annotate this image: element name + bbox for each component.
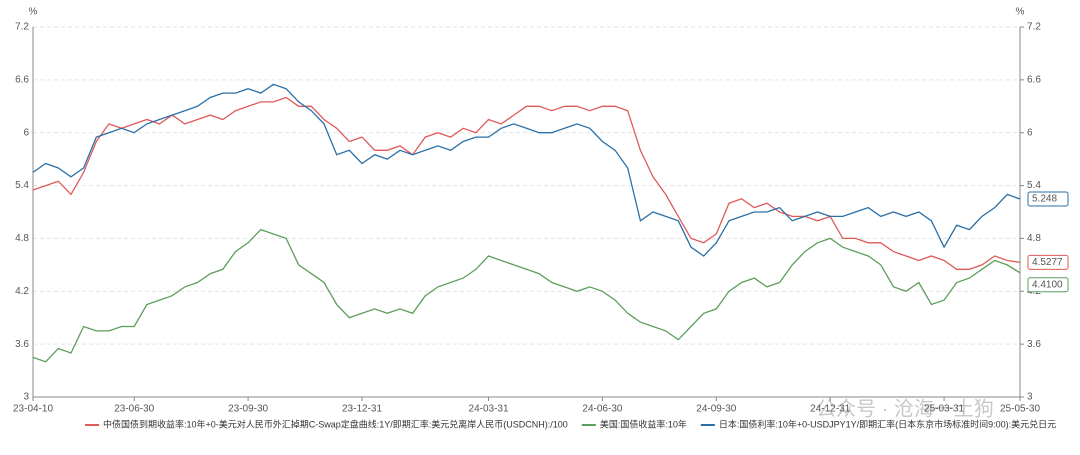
end-label: 4.5277 [1027,254,1069,270]
end-label-text: 5.248 [1032,194,1057,205]
end-label-text: 4.4100 [1032,279,1063,290]
y-tick-label: 6.6 [15,74,29,85]
end-label: 4.4100 [1027,277,1069,293]
x-tick-label: 24-09-30 [696,404,736,415]
x-tick-label: 25-05-30 [1000,404,1040,415]
x-tick-label: 23-09-30 [228,404,268,415]
x-tick-label: 23-04-10 [13,404,53,415]
y2-tick-label: 6.6 [1027,74,1041,85]
x-tick-label: 24-06-30 [582,404,622,415]
y-tick-label: 7.2 [15,22,29,33]
x-tick-label: 24-12-31 [810,404,850,415]
y-tick-label: 5.4 [15,180,29,191]
end-label-text: 4.5277 [1032,257,1063,268]
y-tick-label: 4.2 [15,286,29,297]
y-tick-label: 3.6 [15,339,29,350]
y2-tick-label: 5.4 [1027,180,1041,191]
series-line [32,83,1021,257]
y2-tick-label: 4.8 [1027,233,1041,244]
watermark: 公众号 · 沧海一土狗 [816,397,994,420]
y-tick-label: 4.8 [15,233,29,244]
y-tick-label: 3 [23,392,29,403]
y2-tick-label: 7.2 [1027,22,1041,33]
y-tick-label: 6 [23,127,29,138]
y2-tick-label: 6 [1027,127,1033,138]
y-unit: % [29,7,38,18]
x-tick-label: 24-03-31 [469,404,509,415]
x-tick-label: 25-03-31 [924,404,964,415]
x-tick-label: 23-12-31 [342,404,382,415]
series-line [32,228,1021,363]
series-line [32,96,1021,270]
legend-label: 日本:国债利率:10年+0-USDJPY1Y/即期汇率(日本东京市场标准时间9:… [719,418,1056,429]
y2-tick-label: 3 [1027,392,1033,403]
legend-label: 美国:国债收益率:10年 [600,418,687,429]
end-label: 5.248 [1027,191,1069,207]
end-label-box [1027,191,1069,207]
y2-unit: % [1016,7,1025,18]
end-label-box [1027,254,1069,270]
x-tick-label: 23-06-30 [114,404,154,415]
end-label-box [1027,277,1069,293]
legend-label: 中债国债到期收益率:10年+0-美元对人民币外汇掉期C-Swap定盘曲线:1Y/… [103,418,568,429]
y2-tick-label: 3.6 [1027,339,1041,350]
